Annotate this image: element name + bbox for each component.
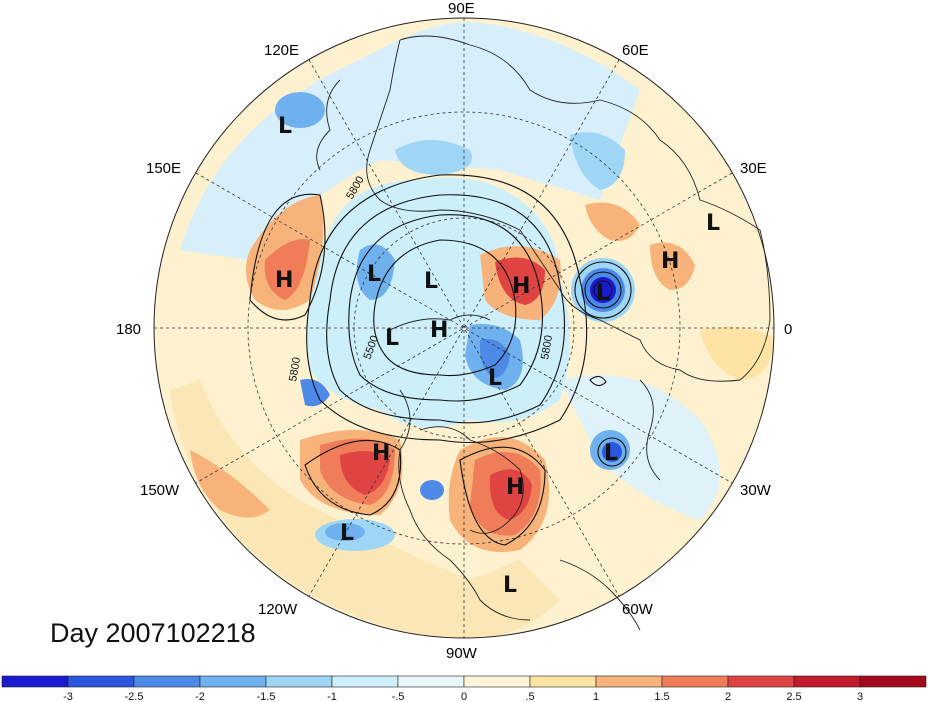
day-label: Day 2007102218: [50, 618, 256, 648]
colorbar-boxes: [1, 675, 927, 688]
pressure-center: L: [367, 262, 381, 287]
lon-label-120e: 120E: [264, 42, 299, 59]
pressure-center: L: [488, 366, 502, 391]
colorbar-box: [133, 675, 201, 688]
lon-label-90w: 90W: [446, 645, 478, 662]
lon-label-180: 180: [116, 321, 141, 338]
colorbar-box: [265, 675, 333, 688]
colorbar-tick-label: 2.5: [786, 691, 801, 702]
colorbar-tick-label: .5: [525, 691, 534, 702]
lon-label-150w: 150W: [140, 482, 180, 499]
pressure-center: H: [512, 274, 530, 299]
contour-label-5800-west: 5800: [287, 356, 303, 382]
lon-label-60w: 60W: [622, 601, 654, 618]
colorbar-box: [199, 675, 267, 688]
pressure-center: H: [506, 475, 524, 500]
pressure-center: H: [430, 318, 448, 343]
colorbar-tick-label: 0: [461, 691, 467, 702]
colorbar-tick-label: -1.5: [257, 691, 276, 702]
colorbar: -3 -2.5 -2 -1.5 -1 -.5 0 .5 1 1.5 2 2.5 3: [1, 675, 927, 702]
colorbar-ticks: -3 -2.5 -2 -1.5 -1 -.5 0 .5 1 1.5 2 2.5 3: [63, 691, 863, 702]
colorbar-tick-label: -2: [195, 691, 205, 702]
height-contours: [249, 174, 632, 546]
pressure-center: H: [275, 268, 293, 293]
colorbar-tick-label: -1: [327, 691, 337, 702]
contour-label-5800-east: 5800: [539, 334, 555, 360]
colorbar-tick-label: 1.5: [654, 691, 669, 702]
pressure-center: H: [372, 441, 390, 466]
pressure-center: L: [340, 521, 354, 546]
pressure-center: L: [596, 281, 610, 306]
colorbar-box: [661, 675, 729, 688]
lon-label-150e: 150E: [146, 160, 181, 177]
lon-label-60e: 60E: [622, 42, 649, 59]
meridians: [154, 18, 774, 638]
lon-label-90e: 90E: [448, 0, 475, 17]
colorbar-tick-label: 2: [725, 691, 731, 702]
colorbar-box: [727, 675, 795, 688]
map-boundary: [153, 17, 775, 639]
colorbar-box: [397, 675, 465, 688]
coastlines: [316, 35, 771, 631]
colorbar-box: [859, 675, 927, 688]
pressure-center: L: [604, 441, 618, 466]
colorbar-box: [463, 675, 531, 688]
colorbar-box: [595, 675, 663, 688]
lon-label-30w: 30W: [740, 482, 772, 499]
colorbar-tick-label: 3: [857, 691, 863, 702]
pressure-center: L: [385, 326, 399, 351]
pressure-center: H: [661, 249, 679, 274]
lon-label-120w: 120W: [258, 601, 298, 618]
lon-label-30e: 30E: [740, 160, 767, 177]
colorbar-tick-label: 1: [593, 691, 599, 702]
colorbar-box: [331, 675, 399, 688]
colorbar-tick-label: -3: [63, 691, 73, 702]
colorbar-box: [529, 675, 597, 688]
pressure-center: L: [424, 269, 438, 294]
colorbar-box: [793, 675, 861, 688]
colorbar-box: [67, 675, 135, 688]
pressure-center: L: [278, 114, 292, 139]
colorbar-box: [1, 675, 69, 688]
pressure-center: L: [706, 211, 720, 236]
colorbar-tick-label: -2.5: [125, 691, 144, 702]
colorbar-tick-label: -.5: [392, 691, 405, 702]
pressure-center: L: [503, 573, 517, 598]
lon-label-0: 0: [784, 321, 792, 338]
